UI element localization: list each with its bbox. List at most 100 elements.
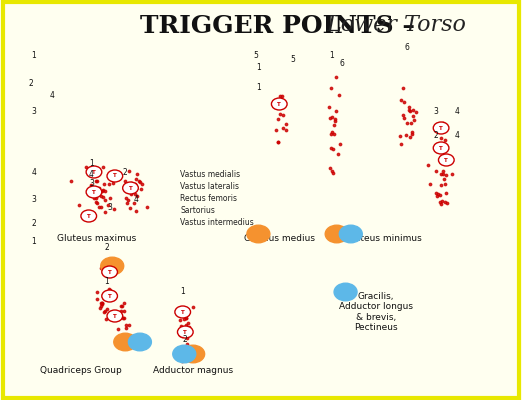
Point: [104, 268, 112, 275]
Point: [274, 116, 282, 122]
Circle shape: [325, 225, 348, 243]
Point: [121, 178, 129, 184]
Point: [408, 129, 417, 135]
Point: [438, 198, 446, 205]
Point: [405, 107, 413, 113]
Point: [103, 202, 112, 208]
Circle shape: [173, 345, 196, 363]
Point: [435, 198, 444, 205]
Circle shape: [433, 142, 449, 154]
Circle shape: [177, 326, 193, 338]
Text: Gluteus maximus: Gluteus maximus: [57, 234, 136, 243]
Point: [176, 328, 185, 334]
Point: [124, 196, 133, 203]
Text: T: T: [439, 126, 443, 130]
Point: [101, 308, 110, 314]
Point: [126, 190, 135, 197]
Circle shape: [107, 170, 123, 182]
Text: T: T: [277, 102, 281, 106]
Circle shape: [182, 345, 205, 363]
Circle shape: [128, 333, 151, 351]
Point: [330, 117, 339, 124]
Point: [111, 311, 119, 318]
Text: Sartorius: Sartorius: [180, 206, 215, 215]
Point: [278, 124, 287, 131]
Point: [181, 315, 189, 322]
Point: [335, 92, 343, 98]
Point: [185, 324, 194, 330]
Point: [327, 85, 335, 91]
Point: [411, 109, 420, 115]
Point: [97, 192, 105, 199]
Text: 1: 1: [89, 160, 94, 168]
Point: [272, 99, 281, 105]
Point: [409, 112, 417, 119]
Point: [329, 170, 337, 176]
Point: [101, 208, 110, 215]
Point: [97, 204, 105, 210]
Text: 4: 4: [133, 196, 138, 204]
Point: [105, 286, 113, 292]
Point: [126, 188, 135, 194]
Point: [402, 132, 410, 139]
Text: Vastus intermedius: Vastus intermedius: [180, 218, 254, 227]
Point: [327, 113, 336, 120]
Text: T: T: [439, 146, 443, 150]
Point: [405, 104, 413, 111]
Point: [175, 305, 184, 312]
Text: T: T: [444, 158, 448, 162]
Text: 1: 1: [180, 288, 185, 296]
Point: [272, 127, 280, 133]
Point: [101, 197, 109, 203]
Text: 6: 6: [405, 44, 410, 52]
Point: [328, 145, 337, 152]
Point: [408, 130, 416, 137]
Point: [274, 104, 282, 110]
Point: [130, 181, 139, 187]
Point: [436, 201, 445, 207]
Text: 2: 2: [433, 132, 438, 140]
Point: [118, 302, 126, 309]
Text: T: T: [108, 294, 112, 298]
Point: [99, 193, 107, 200]
Point: [98, 301, 106, 307]
Point: [92, 199, 100, 205]
Point: [275, 111, 283, 117]
Point: [97, 300, 105, 306]
Point: [432, 168, 441, 174]
Point: [117, 313, 126, 320]
Circle shape: [247, 225, 270, 243]
Point: [132, 176, 140, 182]
Point: [104, 181, 113, 188]
Text: T: T: [128, 186, 133, 190]
Point: [95, 185, 103, 191]
Point: [103, 306, 111, 312]
Point: [125, 187, 133, 193]
Text: TRIGGER POINTS –: TRIGGER POINTS –: [140, 14, 424, 38]
Point: [326, 131, 335, 138]
Text: 1: 1: [104, 278, 110, 286]
Point: [331, 116, 339, 122]
Point: [280, 98, 289, 105]
Point: [130, 200, 138, 206]
Point: [396, 140, 405, 147]
Point: [438, 168, 447, 174]
Text: Lower Torso: Lower Torso: [327, 14, 467, 36]
Text: Adductor magnus: Adductor magnus: [153, 366, 233, 375]
Text: 1: 1: [329, 52, 334, 60]
Point: [93, 296, 101, 302]
Point: [400, 114, 408, 121]
Text: T: T: [92, 170, 96, 174]
Point: [133, 193, 141, 200]
Text: 2: 2: [183, 336, 188, 344]
Text: 4: 4: [50, 92, 55, 100]
Point: [277, 93, 286, 100]
Point: [99, 187, 107, 193]
Point: [135, 178, 144, 184]
Point: [87, 182, 95, 188]
Point: [98, 188, 106, 194]
Point: [97, 302, 105, 309]
Point: [100, 295, 108, 301]
Point: [113, 312, 121, 319]
Point: [182, 315, 190, 321]
